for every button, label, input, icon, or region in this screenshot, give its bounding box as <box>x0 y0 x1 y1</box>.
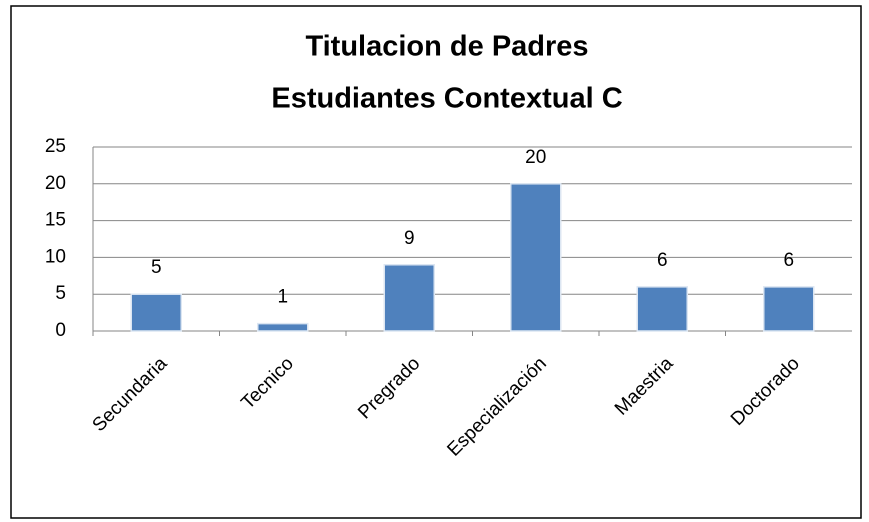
data-label: 9 <box>404 228 415 249</box>
data-label: 1 <box>277 287 288 308</box>
data-label: 6 <box>783 250 794 271</box>
bar <box>383 264 435 332</box>
bar <box>510 183 562 332</box>
y-tick-label: 15 <box>45 210 66 231</box>
y-tick-label: 0 <box>55 320 66 341</box>
bar <box>130 293 182 332</box>
chart-title: Titulacion de Padres <box>305 31 588 63</box>
data-label: 5 <box>151 257 162 278</box>
data-label: 6 <box>657 250 668 271</box>
bar <box>257 322 309 332</box>
data-label: 20 <box>525 147 546 168</box>
chart-title: Estudiantes Contextual C <box>271 83 622 115</box>
bar <box>636 286 688 332</box>
y-tick-label: 25 <box>45 136 66 157</box>
y-tick-label: 5 <box>55 283 66 304</box>
bar <box>763 286 815 332</box>
y-tick-label: 10 <box>45 246 66 267</box>
y-tick-label: 20 <box>45 173 66 194</box>
chart-frame <box>10 5 862 519</box>
